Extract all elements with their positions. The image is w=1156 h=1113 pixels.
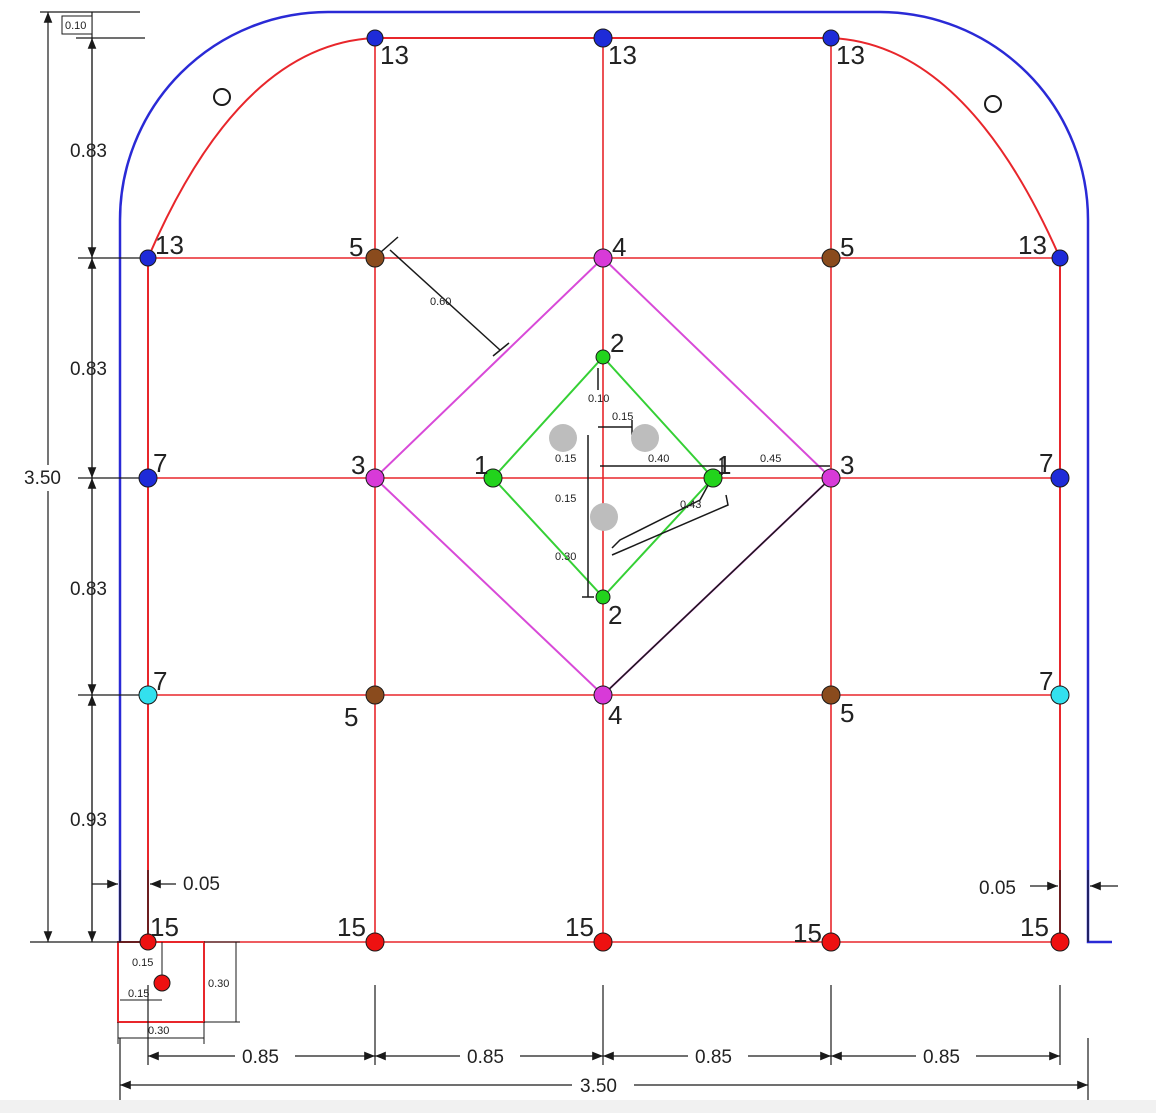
- hole-15: [365, 932, 385, 952]
- spacing-label: 0.83: [70, 141, 107, 162]
- hole-5: [821, 685, 841, 705]
- hole-13: [1051, 249, 1069, 267]
- hole-15: [821, 932, 841, 952]
- center-dim-label: 0.30: [555, 551, 576, 563]
- hole-15-detail: [153, 974, 171, 992]
- hole-3: [365, 468, 385, 488]
- empty-hole-right: [984, 95, 1002, 113]
- hole-4: [593, 685, 613, 705]
- hole-13: [139, 249, 157, 267]
- hole-label: 5: [344, 702, 358, 732]
- hole-label: 13: [608, 40, 637, 70]
- dimension-labels: 3.50 0.10 0.83 0.83 0.83 0.93 0.05 0.05 …: [24, 20, 1016, 1097]
- hole-label: 7: [153, 448, 167, 478]
- hole-4: [593, 248, 613, 268]
- spacing-label: 0.85: [467, 1047, 504, 1068]
- hole-label: 15: [565, 912, 594, 942]
- hole-13: [593, 28, 613, 48]
- hole-15: [1050, 932, 1070, 952]
- hole-7: [138, 468, 158, 488]
- bottom-band: [0, 1100, 1156, 1113]
- hole-7: [1050, 468, 1070, 488]
- lifter-box-h-label: 0.30: [208, 978, 229, 990]
- hole-label: 4: [608, 700, 622, 730]
- center-dim-label: 0.15: [555, 453, 576, 465]
- spacing-label: 0.93: [70, 810, 107, 831]
- spacing-label: 0.85: [695, 1047, 732, 1068]
- hole-2: [595, 349, 611, 365]
- total-height-label: 3.50: [24, 468, 61, 489]
- hole-5: [365, 248, 385, 268]
- hole-3: [821, 468, 841, 488]
- hole-label: 1: [474, 450, 488, 480]
- empty-hole-left: [213, 88, 231, 106]
- hole-label: 15: [337, 912, 366, 942]
- hole-15: [139, 933, 157, 951]
- dimension-lines: [380, 236, 832, 696]
- outer-half-label: 0.45: [760, 453, 781, 465]
- lifter-box-w-label: 0.30: [148, 1025, 169, 1037]
- top-offset-label: 0.10: [65, 20, 86, 32]
- hole-labels: 13 13 13 13 13 5 4 5 7 7 3 3 1 1 2 2 7 7…: [150, 40, 1053, 948]
- hole-15: [593, 932, 613, 952]
- hole-label: 4: [612, 232, 626, 262]
- edge-offset-label: 0.05: [979, 878, 1016, 899]
- drill-grid: [120, 38, 1060, 943]
- perimeter-line: [147, 37, 1061, 942]
- total-width-label: 3.50: [580, 1076, 617, 1097]
- excavation-contour: [118, 10, 1112, 944]
- hole-1: [483, 468, 503, 488]
- hole-label: 15: [793, 918, 822, 948]
- hole-label: 13: [1018, 230, 1047, 260]
- diag-offset-label: 0.60: [430, 296, 451, 308]
- hole-label: 7: [1039, 666, 1053, 696]
- hole-label: 5: [840, 698, 854, 728]
- edge-offset-dims: [92, 870, 1118, 942]
- edge-offset-label: 0.05: [183, 874, 220, 895]
- hole-label: 15: [1020, 912, 1049, 942]
- hole-label: 5: [840, 232, 854, 262]
- spacing-label: 0.83: [70, 579, 107, 600]
- inner-diag-label: 0.43: [680, 499, 701, 511]
- hole-label: 13: [836, 40, 865, 70]
- hole-label: 7: [153, 666, 167, 696]
- hole-label: 3: [840, 450, 854, 480]
- lifter-side-label: 0.15: [128, 988, 149, 1000]
- hole-label: 3: [351, 450, 365, 480]
- hole-7: [138, 685, 158, 705]
- hole-7: [1050, 685, 1070, 705]
- hole-label: 15: [150, 912, 179, 942]
- large-empty-holes: [549, 424, 659, 531]
- hole-13: [366, 29, 384, 47]
- hole-label: 13: [380, 40, 409, 70]
- hole-label: 5: [349, 232, 363, 262]
- spacing-label: 0.83: [70, 359, 107, 380]
- lifter-box-dims: [117, 941, 240, 1044]
- hole-label: 2: [608, 600, 622, 630]
- hole-label: 2: [610, 328, 624, 358]
- hole-label: 1: [717, 450, 731, 480]
- center-dim-label: 0.10: [588, 393, 609, 405]
- hole-label: 7: [1039, 448, 1053, 478]
- lifter-depth-label: 0.15: [132, 957, 153, 969]
- spacing-label: 0.85: [242, 1047, 279, 1068]
- left-dimensions: [30, 11, 148, 943]
- hole-5: [365, 685, 385, 705]
- inner-half-label: 0.40: [648, 453, 669, 465]
- spacing-label: 0.85: [923, 1047, 960, 1068]
- holes: [138, 28, 1070, 992]
- hole-label: 13: [155, 230, 184, 260]
- hole-1: [703, 468, 723, 488]
- center-dim-label: 0.15: [555, 493, 576, 505]
- hole-13: [822, 29, 840, 47]
- lifter-detail-box: [117, 941, 205, 1023]
- hole-5: [821, 248, 841, 268]
- center-dim-label: 0.15: [612, 411, 633, 423]
- hole-2: [595, 589, 611, 605]
